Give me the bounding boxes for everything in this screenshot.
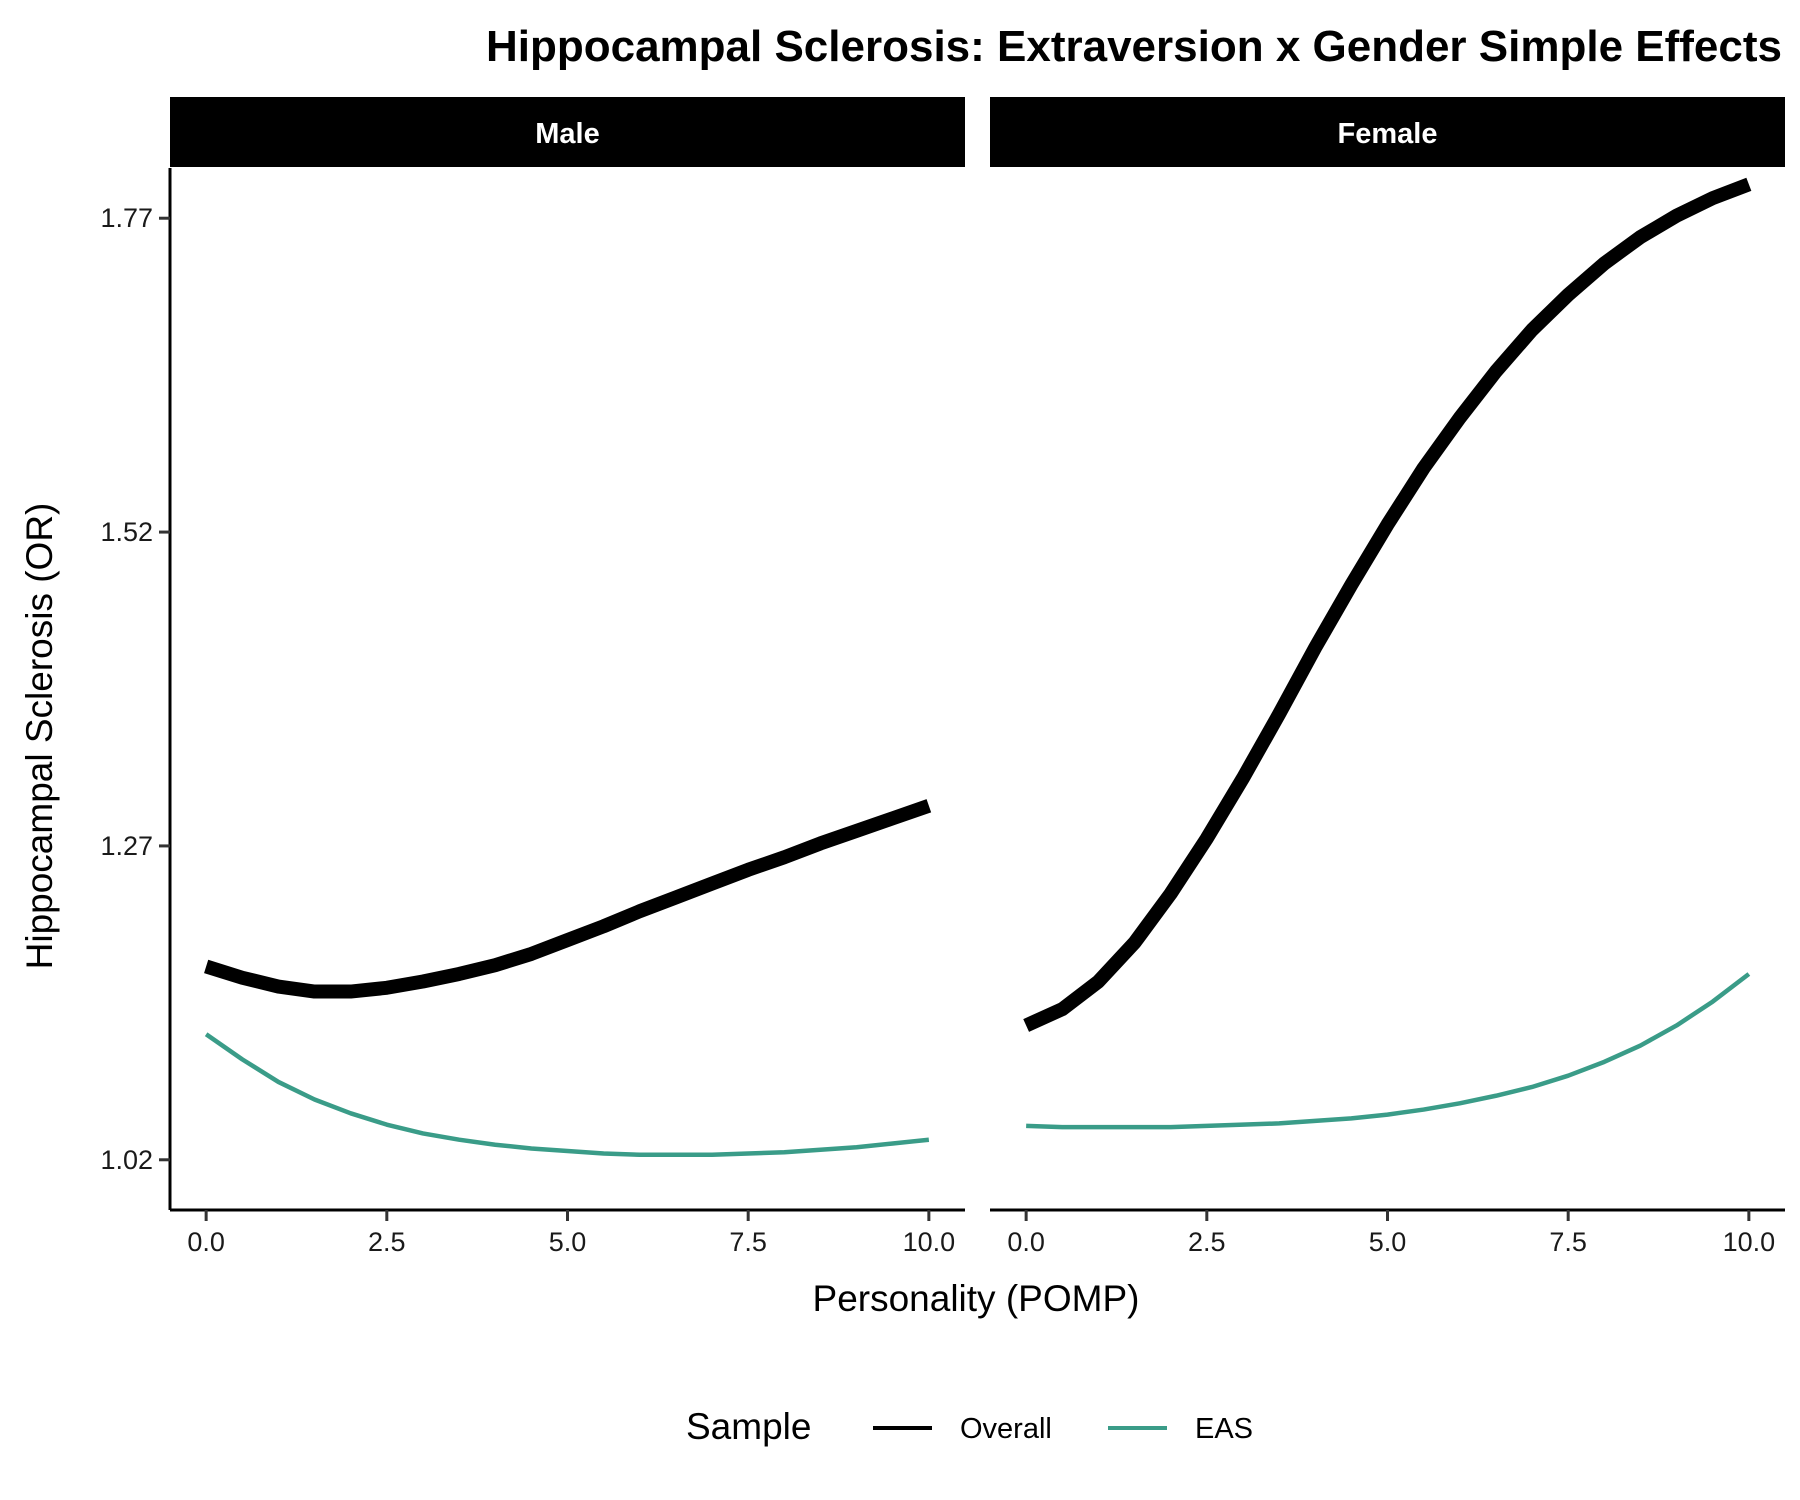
facet-strip-male bbox=[170, 97, 965, 167]
y-tick-label: 1.52 bbox=[100, 517, 153, 547]
series-line-eas bbox=[204, 1032, 930, 1158]
facet-strip-label: Female bbox=[1338, 118, 1438, 150]
facet-female: Female 0.0 2.5 5.0 7.5 10.0 bbox=[990, 97, 1785, 1257]
chart-title: Hippocampal Sclerosis: Extraversion x Ge… bbox=[486, 22, 1782, 71]
series-line-eas bbox=[1026, 972, 1751, 1130]
x-tick-label: 2.5 bbox=[368, 1227, 406, 1257]
facet-strip-label: Male bbox=[535, 118, 599, 150]
facet-male: Male 0.0 2.5 5.0 7.5 10.0 1.02 1.27 1.52 1.77 bbox=[100, 97, 965, 1257]
x-tick-label: 0.0 bbox=[187, 1227, 225, 1257]
x-tick-label: 10.0 bbox=[903, 1227, 956, 1257]
x-axis-title: Personality (POMP) bbox=[813, 1278, 1140, 1319]
y-tick-label: 1.27 bbox=[100, 831, 153, 861]
x-tick-label: 7.5 bbox=[729, 1227, 767, 1257]
x-tick-label: 5.0 bbox=[549, 1227, 587, 1257]
x-tick-label: 5.0 bbox=[1369, 1227, 1407, 1257]
legend: Sample Overall EAS bbox=[686, 1406, 1253, 1447]
x-tick-label: 7.5 bbox=[1549, 1227, 1587, 1257]
legend-title: Sample bbox=[686, 1406, 811, 1447]
facet-panels: Male 0.0 2.5 5.0 7.5 10.0 1.02 1.27 1.52 1.77 Fema… bbox=[100, 97, 1785, 1257]
x-tick-label: 2.5 bbox=[1188, 1227, 1226, 1257]
y-tick-label: 1.02 bbox=[100, 1145, 153, 1175]
x-tick-label: 0.0 bbox=[1007, 1227, 1045, 1257]
x-tick-label: 10.0 bbox=[1723, 1227, 1776, 1257]
y-axis-title: Hippocampal Sclerosis (OR) bbox=[19, 503, 60, 970]
series-line-overall bbox=[1023, 177, 1752, 1032]
legend-label-eas: EAS bbox=[1195, 1413, 1253, 1445]
y-tick-label: 1.77 bbox=[100, 203, 153, 233]
facet-strip-female bbox=[990, 97, 1785, 167]
legend-label-overall: Overall bbox=[960, 1413, 1052, 1445]
series-line-overall bbox=[204, 799, 932, 999]
